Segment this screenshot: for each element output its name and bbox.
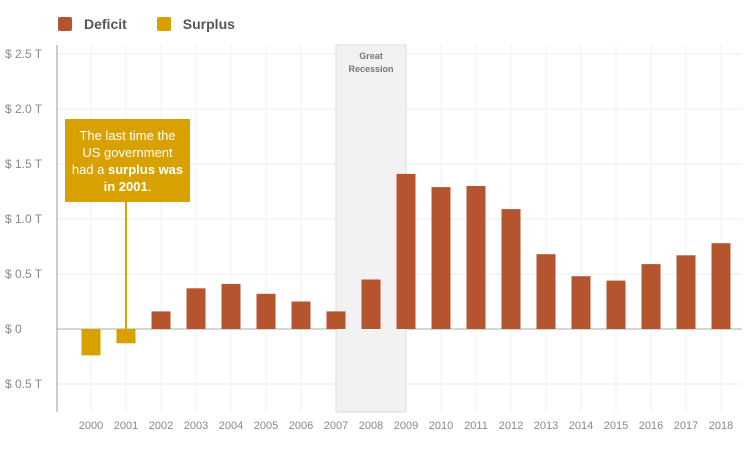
- x-tick-label: 2010: [429, 420, 453, 432]
- x-tick-label: 2007: [324, 420, 348, 432]
- bar-2008: [361, 279, 381, 329]
- legend: Deficit Surplus: [58, 16, 235, 32]
- y-tick-label: $ 1.0 T: [5, 212, 43, 226]
- y-tick-label: $ 2.5 T: [5, 47, 43, 61]
- y-tick-label: $ 0.5 T: [5, 377, 43, 391]
- recession-label-line2: Recession: [348, 64, 393, 74]
- legend-label-deficit: Deficit: [84, 16, 127, 32]
- y-tick-label: $ 0.5 T: [5, 267, 43, 281]
- legend-item-surplus[interactable]: Surplus: [156, 16, 235, 32]
- surplus-annotation: The last time the US government had a su…: [65, 119, 190, 202]
- bar-2013: [536, 254, 556, 329]
- x-tick-label: 2015: [604, 420, 628, 432]
- x-tick-label: 2001: [114, 420, 138, 432]
- x-tick-label: 2017: [674, 420, 698, 432]
- recession-shade: [335, 44, 407, 413]
- x-tick-label: 2005: [254, 420, 278, 432]
- bar-2000: [81, 329, 101, 356]
- bar-2011: [466, 186, 486, 329]
- x-tick-label: 2014: [569, 420, 593, 432]
- y-tick-label: $ 2.0 T: [5, 102, 43, 116]
- x-tick-label: 2011: [464, 420, 488, 432]
- bar-2002: [151, 311, 171, 329]
- recession-label-line1: Great: [359, 51, 383, 61]
- bar-2006: [291, 301, 311, 329]
- surplus-swatch: [156, 17, 171, 31]
- bar-2014: [571, 276, 591, 329]
- legend-label-surplus: Surplus: [182, 16, 235, 32]
- x-tick-label: 2009: [394, 420, 418, 432]
- deficit-swatch: [58, 17, 72, 31]
- bar-2004: [221, 283, 241, 329]
- bar-2017: [676, 255, 696, 329]
- annotation-text-before: The last time the US government had a: [71, 127, 176, 177]
- x-tick-label: 2008: [359, 420, 383, 432]
- legend-item-deficit[interactable]: Deficit: [58, 16, 127, 32]
- x-tick-label: 2013: [534, 420, 558, 432]
- bar-2010: [431, 187, 451, 329]
- x-tick-label: 2004: [219, 420, 243, 432]
- x-tick-label: 2003: [184, 420, 208, 432]
- bar-2009: [396, 173, 416, 329]
- y-tick-label: $ 1.5 T: [5, 157, 43, 171]
- bar-2005: [256, 293, 276, 329]
- x-tick-label: 2018: [709, 420, 733, 432]
- x-tick-label: 2002: [149, 420, 173, 432]
- bar-2001: [116, 329, 136, 344]
- x-tick-label: 2000: [79, 420, 103, 432]
- y-tick-label: $ 0: [5, 322, 22, 336]
- x-tick-label: 2006: [289, 420, 313, 432]
- bar-2003: [186, 288, 206, 329]
- bar-2012: [501, 209, 521, 329]
- bar-2016: [641, 264, 661, 329]
- x-tick-label: 2012: [499, 420, 523, 432]
- annotation-text-after: .: [147, 178, 152, 194]
- bar-2007: [326, 311, 346, 329]
- annotation-bold-text: surplus was in 2001: [103, 161, 184, 194]
- bar-2018: [711, 243, 731, 329]
- x-tick-label: 2016: [639, 420, 663, 432]
- bar-2015: [606, 280, 626, 329]
